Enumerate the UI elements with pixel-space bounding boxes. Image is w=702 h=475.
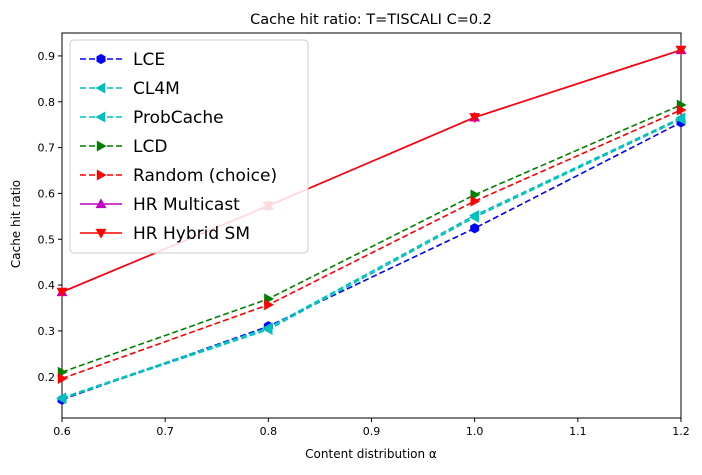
legend-swatch-marker — [95, 82, 106, 94]
legend-label: LCD — [133, 137, 167, 157]
legend-item: CL4M — [80, 79, 180, 99]
legend-swatch-marker — [95, 111, 106, 123]
data-point — [264, 299, 274, 311]
legend-label: HR Multicast — [133, 195, 240, 215]
data-point — [675, 112, 686, 124]
legend-label: ProbCache — [133, 108, 224, 128]
data-point — [470, 223, 480, 234]
legend-item: HR Multicast — [80, 195, 240, 215]
x-tick-label: 0.9 — [363, 425, 381, 438]
chart-title: Cache hit ratio: T=TISCALI C=0.2 — [250, 12, 492, 28]
series-line — [61, 118, 682, 400]
legend-swatch-marker — [96, 53, 106, 65]
legend-swatch-marker — [96, 140, 107, 152]
data-point — [470, 195, 481, 207]
legend-swatch-marker — [95, 198, 107, 209]
legend-item: ProbCache — [80, 108, 224, 128]
x-tick-label: 1.0 — [466, 425, 484, 438]
x-tick-label: 0.6 — [53, 425, 71, 438]
y-tick-label: 0.6 — [38, 187, 56, 200]
data-point — [675, 45, 687, 56]
series-4 — [57, 104, 687, 385]
y-tick-label: 0.3 — [38, 325, 56, 338]
legend-label: LCE — [133, 50, 165, 70]
data-point — [56, 392, 67, 404]
data-point — [469, 113, 481, 123]
x-axis-label: Content distribution α — [305, 447, 437, 461]
data-point — [57, 366, 68, 378]
y-tick-label: 0.4 — [38, 279, 56, 292]
legend-swatch-marker — [95, 228, 107, 239]
x-tick-label: 1.1 — [569, 425, 587, 438]
series-line — [61, 104, 682, 373]
x-tick-label: 0.7 — [156, 425, 174, 438]
legend-swatch-marker — [96, 169, 107, 181]
legend-box — [69, 39, 309, 254]
legend-item: Random (choice) — [80, 166, 277, 186]
data-point — [57, 373, 68, 385]
legend-label: HR Hybrid SM — [133, 224, 250, 244]
data-point — [469, 209, 479, 221]
y-tick-label: 0.8 — [38, 96, 56, 109]
y-axis-label: Cache hit ratio — [9, 180, 23, 268]
y-tick-label: 0.2 — [38, 371, 56, 384]
data-point — [676, 104, 687, 116]
y-tick-label: 0.9 — [38, 50, 56, 63]
series-line — [61, 117, 682, 399]
legend-item: HR Hybrid SM — [80, 224, 250, 244]
x-tick-label: 0.8 — [260, 425, 278, 438]
data-point — [470, 189, 481, 201]
data-point — [56, 287, 68, 298]
legend-item: LCE — [80, 50, 165, 70]
series-2 — [56, 112, 686, 404]
legend: LCE CL4M ProbCache LCD Random (choice) HR Mul… — [69, 39, 309, 254]
legend-label: Random (choice) — [133, 166, 277, 186]
legend-label: CL4M — [133, 79, 180, 99]
series-line — [61, 109, 682, 380]
legend-item: LCD — [80, 137, 167, 157]
y-tick-label: 0.5 — [38, 233, 56, 246]
data-point — [262, 322, 273, 334]
x-tick-label: 1.2 — [672, 425, 690, 438]
y-tick-label: 0.7 — [38, 142, 56, 155]
